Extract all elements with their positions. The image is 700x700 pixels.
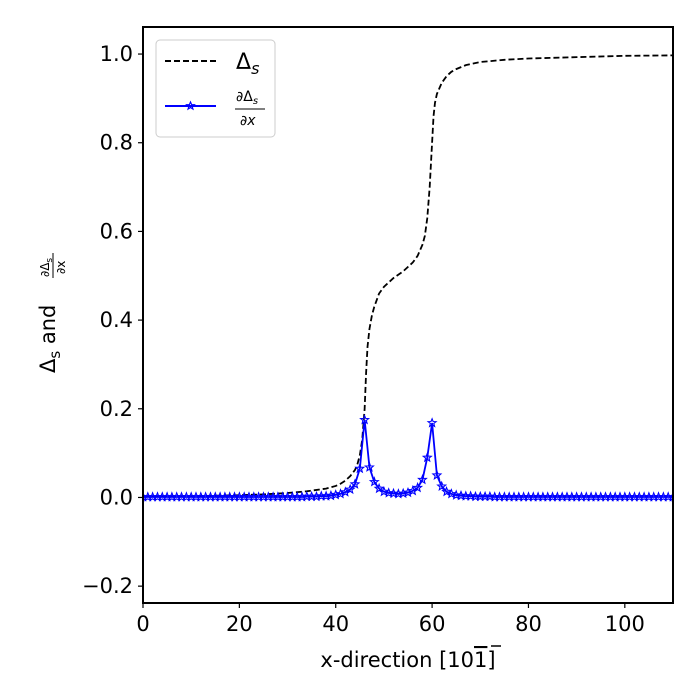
- derivative-star-marker: [330, 489, 342, 500]
- derivative-star-marker: [426, 417, 438, 428]
- derivative-star-marker: [421, 451, 433, 463]
- derivative-star-marker: [364, 461, 375, 472]
- y-tick-label: 0.8: [100, 131, 133, 155]
- y-tick-label: 0.4: [100, 308, 133, 332]
- plot-frame: [142, 26, 674, 604]
- derivative-star-marker: [397, 487, 409, 499]
- derivative-star-marker: [325, 489, 337, 501]
- y-tick-label: 1.0: [100, 42, 133, 66]
- x-tick-label: 40: [322, 612, 349, 636]
- series-delta-s-line: [143, 54, 673, 498]
- y-axis-label: Δs and ∂Δs ∂x: [36, 253, 68, 373]
- derivative-star-marker: [412, 481, 424, 493]
- derivative-star-marker: [667, 491, 673, 502]
- derivative-star-marker: [378, 485, 390, 497]
- series-derivative-line: [143, 419, 673, 498]
- x-axis-label-barred-digit: 1: [474, 648, 487, 672]
- derivative-star-marker: [344, 483, 356, 495]
- derivative-star-marker: [359, 414, 371, 425]
- legend: Δs ∂Δs ∂x: [155, 39, 276, 138]
- legend-star-marker-icon: [185, 100, 196, 111]
- derivative-star-marker: [417, 473, 428, 485]
- svg-text:∂x: ∂x: [240, 113, 256, 129]
- y-tick-label: −0.2: [82, 574, 133, 598]
- derivative-star-marker: [436, 480, 448, 492]
- x-tick-label: 100: [605, 612, 645, 636]
- y-tick-label: 0.6: [100, 219, 133, 243]
- x-axis-label: x-direction [101]: [320, 648, 495, 672]
- legend-label-derivative: ∂Δs: [236, 89, 258, 107]
- derivative-star-marker: [368, 476, 380, 487]
- legend-label-delta-s: Δs: [236, 50, 259, 78]
- derivative-star-marker: [431, 469, 443, 480]
- x-tick-label: 60: [419, 612, 446, 636]
- svg-text:∂Δs: ∂Δs: [38, 258, 55, 277]
- derivative-star-marker: [445, 488, 457, 499]
- y-tick-label: 0.0: [100, 485, 133, 509]
- svg-text:Δs and: Δs and: [36, 305, 64, 373]
- x-tick-label: 20: [226, 612, 253, 636]
- derivative-star-marker: [354, 462, 366, 474]
- svg-text:∂x: ∂x: [54, 261, 68, 274]
- x-tick-label: 80: [515, 612, 542, 636]
- x-tick-label: 0: [136, 612, 149, 636]
- derivative-star-marker: [441, 485, 452, 497]
- y-tick-label: 0.2: [100, 397, 133, 421]
- derivative-star-marker: [349, 478, 361, 489]
